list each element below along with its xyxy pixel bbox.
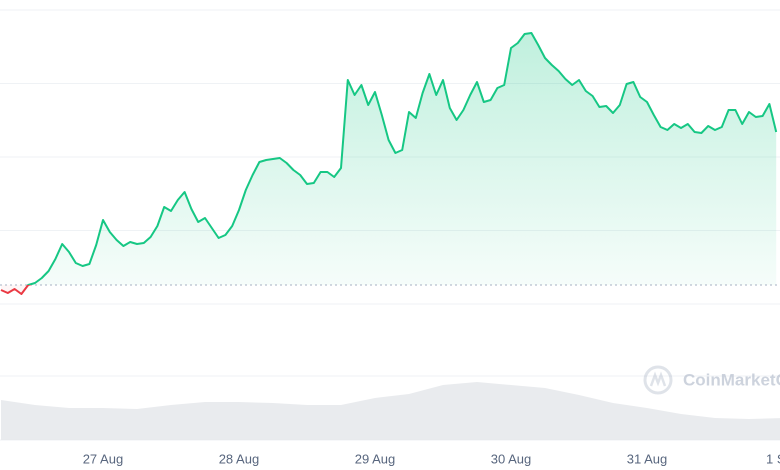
x-tick-label: 1 Sep (766, 451, 780, 466)
x-tick-label: 31 Aug (627, 451, 668, 466)
watermark: CoinMarketCap (683, 370, 780, 389)
x-tick-label: 30 Aug (491, 451, 532, 466)
price-line (0, 32, 778, 295)
volume-area (1, 382, 780, 440)
x-tick-label: 29 Aug (355, 451, 396, 466)
x-tick-label: 28 Aug (219, 451, 260, 466)
watermark-logo (643, 365, 673, 395)
price-area (1, 33, 777, 294)
x-tick-label: 27 Aug (83, 451, 124, 466)
